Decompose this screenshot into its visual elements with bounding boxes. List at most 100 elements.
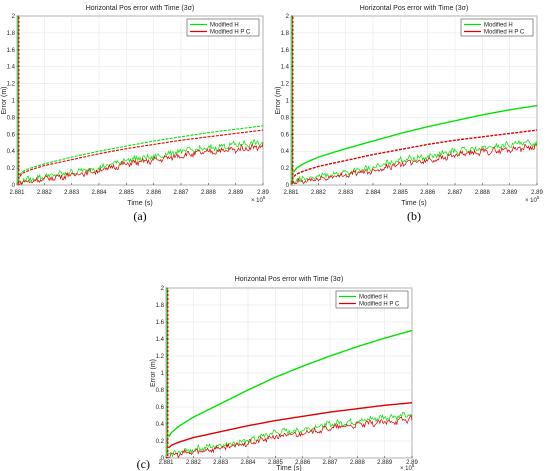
x-tick-label: 2.887 bbox=[173, 190, 189, 196]
x-exponent-label: × 105 bbox=[251, 195, 266, 204]
y-tick-label: 1.2 bbox=[281, 82, 290, 88]
legend-label: Modified H bbox=[210, 23, 239, 29]
x-tick-label: 2.885 bbox=[393, 190, 409, 196]
x-tick-label: 2.89 bbox=[257, 190, 269, 196]
legend-label: Modified H P C bbox=[484, 30, 525, 36]
series-line-modified-h-p-c-error bbox=[290, 144, 538, 185]
y-tick-label: 1.8 bbox=[7, 31, 16, 37]
x-tick-label: 2.884 bbox=[240, 460, 256, 466]
x-tick-label: 2.887 bbox=[447, 190, 463, 196]
chart-title: Horizontal Pos error with Time (3σ) bbox=[360, 5, 469, 12]
series-group bbox=[290, 16, 538, 185]
y-tick-label: 1.8 bbox=[156, 303, 165, 309]
series-line-modified-h-error bbox=[16, 139, 264, 185]
grid-lines bbox=[290, 15, 538, 186]
y-tick-label: 1 bbox=[12, 99, 16, 105]
chart-title: Horizontal Pos error with Time (3σ) bbox=[86, 5, 195, 12]
x-tick-label: 2.888 bbox=[201, 190, 217, 196]
x-exponent-superscript: 5 bbox=[537, 195, 540, 200]
x-tick-label: 2.886 bbox=[420, 190, 436, 196]
y-tick-label: 1.4 bbox=[281, 65, 290, 71]
y-tick-label: 0.2 bbox=[156, 439, 165, 445]
y-tick-label: 1.4 bbox=[7, 65, 16, 71]
x-tick-label: 2.883 bbox=[64, 190, 80, 196]
x-tick-label: 2.889 bbox=[377, 460, 393, 466]
grid-lines bbox=[16, 15, 264, 186]
chart-panel-c: 2.881 2.882 2.883 2.884 2.885 2.886 2.887 2.888… bbox=[137, 276, 419, 471]
x-tick-label: 2.886 bbox=[295, 460, 311, 466]
x-tick-label: 2.888 bbox=[475, 190, 491, 196]
series-line-modified-h-bound bbox=[293, 104, 538, 173]
x-tick-label: 2.882 bbox=[186, 460, 202, 466]
x-tick-label: 2.882 bbox=[37, 190, 53, 196]
axis-ticks: 2.881 2.882 2.883 2.884 2.885 2.886 2.887 2.888… bbox=[7, 14, 270, 196]
series-line-modified-h-p-c-bound bbox=[293, 129, 538, 178]
x-exponent-label: × 105 bbox=[525, 195, 540, 204]
y-tick-label: 0 bbox=[286, 183, 290, 189]
y-axis-label: Error (m) bbox=[275, 87, 282, 115]
x-tick-label: 2.884 bbox=[91, 190, 107, 196]
y-tick-label: 0.8 bbox=[156, 388, 165, 394]
legend-label: Modified H P C bbox=[210, 30, 251, 36]
y-tick-label: 0.6 bbox=[156, 405, 165, 411]
chart-title: Horizontal Pos error with Time (3σ) bbox=[235, 276, 344, 283]
series-line-modified-h-p-c-error bbox=[16, 142, 264, 186]
legend-label: Modified H P C bbox=[359, 302, 400, 308]
y-tick-label: 0.2 bbox=[7, 166, 16, 172]
x-tick-label: 2.883 bbox=[213, 460, 229, 466]
y-tick-label: 1.2 bbox=[7, 82, 16, 88]
axis-ticks: 2.881 2.882 2.883 2.884 2.885 2.886 2.887 2.888… bbox=[281, 14, 544, 196]
y-tick-label: 0.6 bbox=[281, 132, 290, 138]
y-tick-label: 1.4 bbox=[156, 337, 165, 343]
x-tick-label: 2.885 bbox=[268, 460, 284, 466]
x-tick-label: 2.884 bbox=[365, 190, 381, 196]
x-tick-label: 2.89 bbox=[406, 460, 418, 466]
x-tick-label: 2.885 bbox=[119, 190, 135, 196]
x-tick-label: 2.887 bbox=[322, 460, 338, 466]
y-tick-label: 0.4 bbox=[7, 149, 16, 155]
y-tick-label: 0 bbox=[161, 456, 165, 462]
x-tick-label: 2.889 bbox=[502, 190, 518, 196]
series-group bbox=[165, 288, 413, 459]
panel-caption: (c) bbox=[137, 457, 150, 471]
y-tick-label: 0 bbox=[12, 183, 16, 189]
y-tick-label: 0.8 bbox=[7, 115, 16, 121]
y-tick-label: 1.8 bbox=[281, 31, 290, 37]
series-line-modified-h-p-c-error bbox=[165, 414, 413, 459]
x-tick-label: 2.886 bbox=[146, 190, 162, 196]
axis-ticks: 2.881 2.882 2.883 2.884 2.885 2.886 2.887 2.888… bbox=[156, 286, 419, 466]
y-tick-label: 1.2 bbox=[156, 354, 165, 360]
x-tick-label: 2.881 bbox=[283, 190, 299, 196]
x-exponent-label: × 105 bbox=[400, 463, 415, 471]
y-tick-label: 1.6 bbox=[281, 48, 290, 54]
series-line-modified-h-error bbox=[290, 139, 538, 185]
y-axis-label: Error (m) bbox=[1, 87, 8, 115]
x-exponent-superscript: 5 bbox=[263, 195, 266, 200]
y-tick-label: 1.6 bbox=[7, 48, 16, 54]
series-group bbox=[16, 16, 264, 186]
legend-label: Modified H bbox=[484, 23, 513, 29]
series-line-modified-h-p-c-bound bbox=[168, 402, 413, 449]
series-line-modified-h-bound bbox=[168, 329, 413, 438]
x-tick-label: 2.881 bbox=[158, 460, 174, 466]
chart-panel-a: 2.881 2.882 2.883 2.884 2.885 2.886 2.887 2.888… bbox=[1, 5, 269, 223]
x-exponent-superscript: 5 bbox=[412, 463, 415, 468]
x-tick-label: 2.889 bbox=[228, 190, 244, 196]
y-tick-label: 1 bbox=[161, 371, 165, 377]
grid-lines bbox=[165, 287, 413, 459]
x-axis-label: Time (s) bbox=[276, 465, 301, 471]
chart-panel-b: 2.881 2.882 2.883 2.884 2.885 2.886 2.887 2.888… bbox=[275, 5, 543, 223]
y-tick-label: 2 bbox=[12, 14, 16, 20]
y-tick-label: 0.4 bbox=[281, 149, 290, 155]
y-tick-label: 1.6 bbox=[156, 320, 165, 326]
x-tick-label: 2.888 bbox=[350, 460, 366, 466]
y-tick-label: 1 bbox=[286, 99, 290, 105]
series-line-modified-h-bound bbox=[19, 125, 264, 176]
panel-caption: (a) bbox=[133, 209, 146, 223]
y-tick-label: 2 bbox=[286, 14, 290, 20]
y-tick-label: 0.6 bbox=[7, 132, 16, 138]
y-tick-label: 2 bbox=[161, 286, 165, 292]
